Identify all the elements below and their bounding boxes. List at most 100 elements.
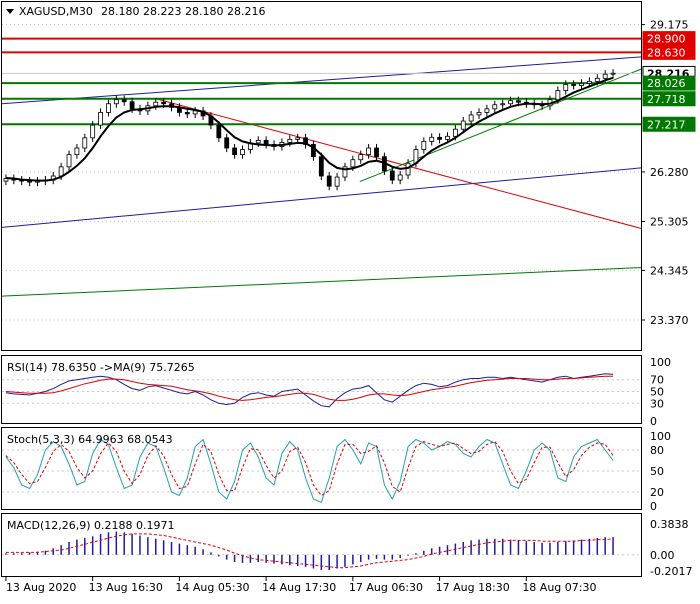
candle-body	[445, 135, 450, 140]
candle-body	[508, 100, 513, 105]
rsi-axis-label: 100	[650, 356, 671, 369]
channel-trendline	[1, 56, 642, 105]
support-level-tag	[642, 91, 696, 107]
price-axis-label: 26.280	[650, 166, 689, 179]
candle-body	[153, 101, 159, 107]
candle-body	[295, 137, 301, 140]
stoch-k-line	[5, 438, 614, 504]
candle-body	[255, 139, 261, 144]
candle-body	[216, 124, 222, 139]
moving-average-line	[5, 76, 614, 182]
candle-body	[476, 111, 482, 116]
time-axis-label: 18 Aug 07:30	[522, 581, 596, 594]
stoch-axis-label: 80	[650, 444, 664, 457]
candle-body	[374, 147, 379, 158]
rsi-axis-label: 50	[650, 386, 664, 399]
candle-body	[594, 77, 600, 82]
candle-body	[366, 147, 372, 156]
channel-trendline	[1, 167, 642, 228]
macd-axis-label: 0.00	[650, 549, 675, 562]
resistance-trendline	[155, 98, 642, 229]
candle-body	[287, 138, 293, 143]
support-level-label: 28.026	[647, 77, 686, 90]
candle-body	[27, 180, 32, 183]
stoch-axis-label: 100	[650, 430, 671, 443]
rsi-title: RSI(14) 78.6350 ->MA(9) 75.7265	[7, 361, 195, 374]
candle-body	[161, 101, 167, 105]
time-axis-label: 17 Aug 06:30	[349, 581, 423, 594]
price-axis-label: 29.175	[650, 19, 689, 32]
candle-body	[579, 82, 584, 86]
candle-body	[232, 147, 237, 156]
candle-body	[555, 90, 561, 101]
candle-body	[421, 140, 427, 150]
rsi-line	[5, 373, 614, 408]
candle-body	[121, 99, 127, 103]
candle-body	[500, 103, 506, 106]
candle-body	[397, 174, 403, 181]
candle-body	[98, 111, 103, 126]
candle-body	[405, 162, 411, 176]
time-axis-label: 14 Aug 05:30	[175, 581, 249, 594]
candle-body	[389, 170, 395, 181]
candle-body	[437, 136, 442, 140]
price-axis-label: 24.345	[650, 264, 689, 277]
support-level-tag	[642, 116, 696, 132]
candle-body	[106, 103, 111, 113]
time-axis-label: 13 Aug 16:30	[89, 581, 163, 594]
macd-title: MACD(12,26,9) 0.2188 0.1971	[7, 519, 175, 532]
candle-body	[82, 137, 88, 149]
rsi-axis-label: 30	[650, 397, 664, 410]
macd-axis-label: 0.3838	[650, 518, 689, 531]
resistance-level-tag	[642, 44, 696, 60]
candle-body	[90, 124, 96, 139]
macd-layer	[2, 531, 641, 571]
resistance-level-label: 28.630	[647, 46, 686, 59]
candle-body	[587, 80, 592, 84]
time-axis-label: 17 Aug 18:30	[436, 581, 510, 594]
candle-body	[468, 114, 474, 122]
rsi-layer	[2, 373, 641, 408]
candle-body	[571, 84, 577, 86]
macd-signal-line	[5, 533, 614, 569]
axis-layer: 29.175 26.280 25.305 24.345 23.370 28.90028.6…	[5, 19, 696, 594]
rsi-axis-label: 0	[650, 415, 657, 428]
ohlc-values: 28.180 28.223 28.180 28.216	[101, 5, 265, 18]
candle-body	[452, 128, 458, 137]
support-level-label: 27.718	[647, 93, 686, 106]
candle-body	[192, 110, 198, 115]
price-layer	[1, 24, 642, 321]
stoch-d-line	[5, 441, 614, 497]
support-level-tag	[642, 75, 696, 91]
stoch-layer	[2, 438, 641, 504]
candle-body	[263, 139, 269, 145]
candle-body	[240, 149, 245, 156]
candle-body	[318, 156, 324, 177]
candle-body	[66, 154, 72, 168]
candle-body	[358, 154, 364, 161]
stoch-axis-label: 50	[650, 465, 664, 478]
dropdown-triangle-icon[interactable]	[6, 9, 14, 14]
support-trendline	[1, 267, 642, 297]
time-axis-label: 14 Aug 17:30	[262, 581, 336, 594]
stoch-axis-label: 20	[650, 486, 664, 499]
price-axis-label: 25.305	[650, 216, 689, 229]
stoch-axis-label: 0	[650, 500, 657, 513]
candle-body	[516, 100, 521, 103]
candle-body	[460, 120, 466, 130]
symbol-timeframe: XAGUSD,M30	[19, 5, 93, 18]
candle-body	[129, 101, 135, 110]
candle-body	[74, 147, 80, 156]
candle-body	[184, 111, 190, 115]
candle-body	[610, 72, 616, 75]
time-axis-label: 13 Aug 2020	[6, 581, 76, 594]
resistance-level-label: 28.900	[647, 33, 686, 46]
rsi-axis-label: 70	[650, 374, 664, 387]
rsi-panel-frame	[1, 355, 642, 424]
rsi-ma-line	[5, 375, 614, 401]
candle-body	[484, 108, 490, 113]
candle-body	[492, 104, 498, 110]
candle-body	[602, 73, 608, 79]
